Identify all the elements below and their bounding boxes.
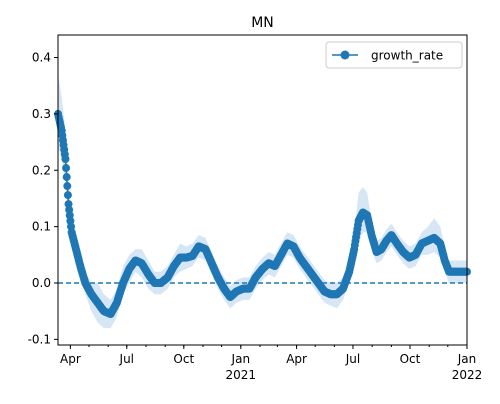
data-point [63,191,72,200]
legend-label: growth_rate [371,49,443,63]
y-tick-label: 0.3 [32,107,51,121]
x-tick-label: Apr [60,352,81,366]
y-tick-label: 0.0 [32,276,51,290]
data-point [62,173,71,182]
x-tick-year-label: 2022 [452,368,483,382]
x-tick-label: Jul [345,352,360,366]
y-axis: -0.1 0.0 0.1 0.2 0.3 0.4 [28,51,58,346]
data-point [62,164,71,173]
chart-title: MN [251,15,274,31]
y-tick-label: 0.2 [32,163,51,177]
x-tick-label: Oct [400,352,421,366]
y-tick-label: 0.4 [32,51,51,65]
y-tick-label: -0.1 [28,332,51,346]
x-tick-label: Jan [457,352,477,366]
data-point [61,155,70,163]
legend-marker-swatch [340,50,350,60]
x-tick-label: Jul [119,352,134,366]
x-tick-year-label: 2021 [226,368,257,382]
x-axis: Apr Jul Oct Jan 2021 Apr Jul Oct Jan 2022 [60,345,482,382]
plot-frame [57,34,468,346]
y-tick-label: 0.1 [32,220,51,234]
legend-box [325,41,463,69]
series-marker-layer [54,109,471,318]
x-tick-label: Apr [286,352,307,366]
data-point [63,182,72,191]
legend: growth_rate [325,41,463,69]
x-tick-label: Jan [231,352,251,366]
x-tick-label: Oct [173,352,194,366]
